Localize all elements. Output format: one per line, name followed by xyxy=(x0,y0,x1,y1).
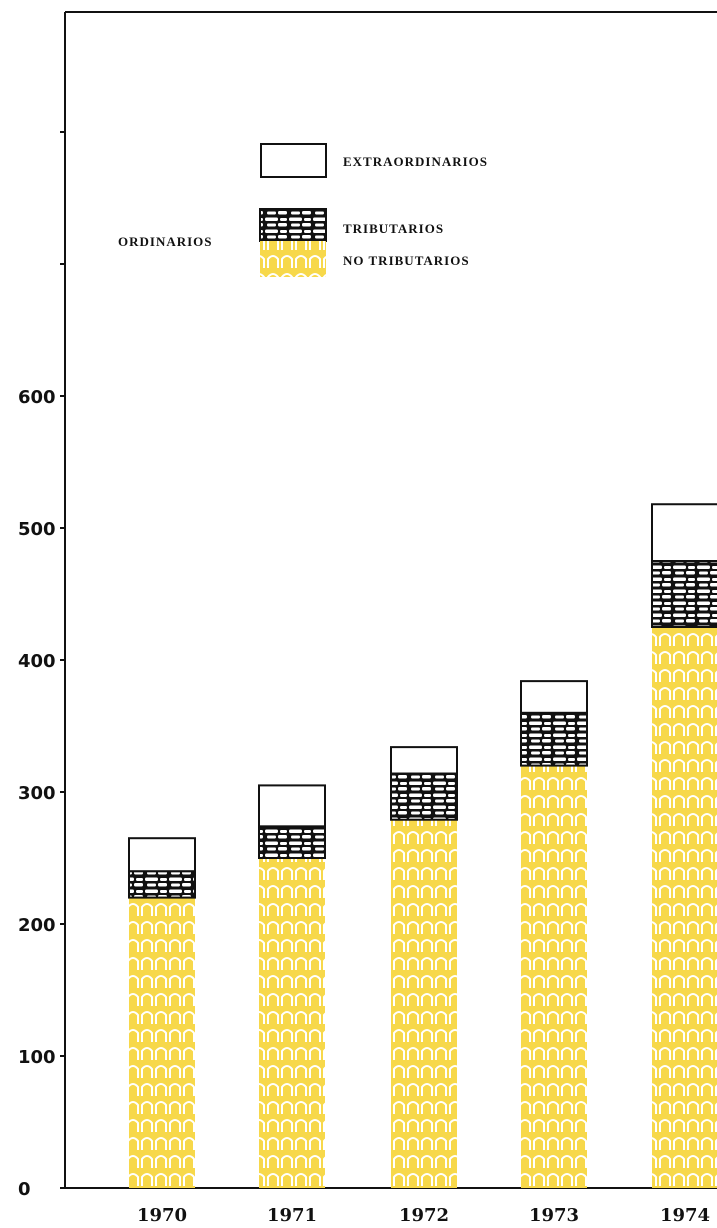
y-tick-label: 400 xyxy=(18,651,56,672)
y-tick-label: 200 xyxy=(18,915,56,936)
y-tick-label: 500 xyxy=(18,519,56,540)
bar-segment-tributarios-1972 xyxy=(390,772,458,821)
legend-group-label-ordinarios: ORDINARIOS xyxy=(118,234,213,249)
bar-segment-extraordinarios-1974 xyxy=(651,503,717,562)
bar-segment-no-tributarios-1973 xyxy=(521,765,587,1188)
legend-swatch-tributarios xyxy=(259,208,327,242)
x-category-label: 1973 xyxy=(529,1205,579,1226)
x-category-label: 1974 xyxy=(660,1205,710,1226)
bar-segment-extraordinarios-1970 xyxy=(128,837,196,873)
bar-segment-no-tributarios-1971 xyxy=(259,858,325,1188)
bar-segment-no-tributarios-1972 xyxy=(391,819,457,1188)
legend-swatch-extraordinarios xyxy=(260,143,327,178)
bars xyxy=(128,503,717,1188)
x-category-label: 1971 xyxy=(267,1205,317,1226)
x-category-label: 1972 xyxy=(399,1205,449,1226)
y-ticks: 0 100 200 300 400 500 600 xyxy=(18,131,65,1200)
legend-label-extraordinarios: EXTRAORDINARIOS xyxy=(343,154,488,169)
legend-label-no-tributarios: NO TRIBUTARIOS xyxy=(343,253,470,268)
bar-segment-tributarios-1973 xyxy=(520,711,588,767)
x-labels: 1970 1971 1972 1973 1974 xyxy=(137,1205,710,1226)
bar-segment-extraordinarios-1973 xyxy=(520,680,588,714)
y-tick-label: 300 xyxy=(18,783,56,804)
bar-segment-extraordinarios-1971 xyxy=(258,784,326,828)
x-category-label: 1970 xyxy=(137,1205,187,1226)
bar-segment-extraordinarios-1972 xyxy=(390,746,458,775)
legend-swatch-no-tributarios xyxy=(260,241,326,277)
legend: EXTRAORDINARIOS TRIBUTARIOS NO TRIBUTARI… xyxy=(118,143,488,277)
bar-segment-no-tributarios-1974 xyxy=(652,627,717,1188)
bar-segment-tributarios-1970 xyxy=(128,870,196,899)
y-tick-label: 0 xyxy=(18,1179,31,1200)
bar-segment-tributarios-1974 xyxy=(651,560,717,628)
y-tick-label: 100 xyxy=(18,1047,56,1068)
bar-segment-no-tributarios-1970 xyxy=(129,897,195,1188)
y-tick-label: 600 xyxy=(18,387,56,408)
bar-segment-tributarios-1971 xyxy=(258,825,326,860)
legend-label-tributarios: TRIBUTARIOS xyxy=(343,221,444,236)
